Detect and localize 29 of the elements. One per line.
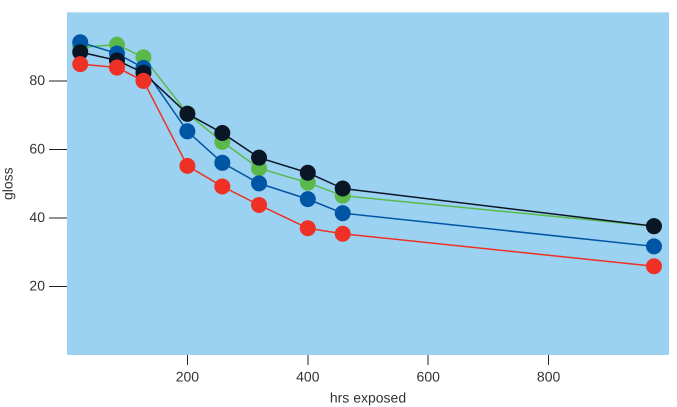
point xyxy=(72,56,88,72)
point xyxy=(646,238,662,254)
x-tick-label: 200 xyxy=(176,368,200,384)
point xyxy=(251,150,268,166)
point xyxy=(108,60,125,76)
point xyxy=(251,196,268,213)
point xyxy=(646,258,662,274)
point xyxy=(300,220,316,236)
y-tick-label: 80 xyxy=(29,72,46,88)
point xyxy=(300,191,316,208)
point xyxy=(334,226,351,242)
y-tick-label: 60 xyxy=(29,140,46,156)
point xyxy=(179,158,196,174)
y-tick-label: 20 xyxy=(29,277,46,294)
point xyxy=(214,124,230,141)
x-tick-label: 600 xyxy=(416,368,440,384)
point xyxy=(334,205,351,222)
y-axis-title: gloss xyxy=(0,167,16,200)
point xyxy=(300,164,316,181)
point xyxy=(214,178,230,194)
point xyxy=(214,154,230,171)
point xyxy=(179,123,196,140)
x-tick-label: 800 xyxy=(536,368,560,384)
x-axis-title: hrs exposed xyxy=(330,389,406,406)
point xyxy=(334,180,351,196)
point xyxy=(135,72,152,89)
y-tick-label: 40 xyxy=(29,208,46,225)
x-tick-label: 400 xyxy=(296,368,320,384)
point xyxy=(251,175,268,192)
